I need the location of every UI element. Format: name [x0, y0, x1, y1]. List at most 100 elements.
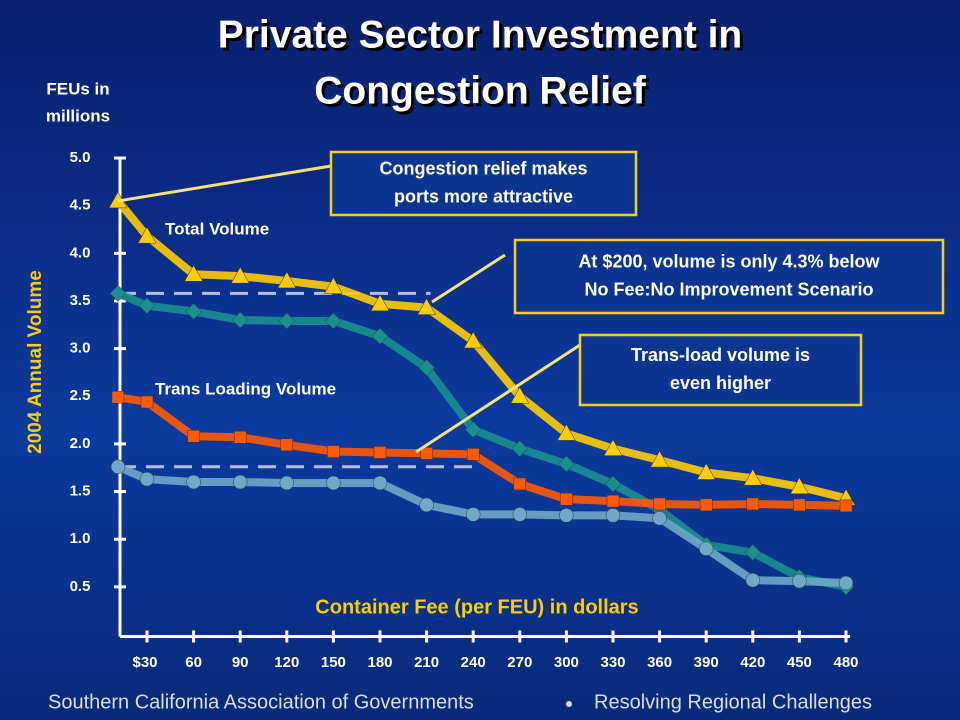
callout-connector — [431, 253, 506, 304]
marker — [556, 423, 576, 441]
marker — [420, 447, 433, 460]
title-line: Congestion Relief — [314, 69, 647, 112]
marker — [278, 312, 296, 330]
callout-connector — [117, 164, 332, 203]
marker — [138, 297, 156, 315]
marker — [745, 572, 761, 588]
marker — [109, 284, 127, 302]
footer-text: Resolving Regional Challenges — [594, 691, 872, 713]
series-label: Total Volume — [165, 219, 269, 238]
marker — [466, 448, 480, 461]
marker — [465, 507, 481, 522]
callout-text: ports more attractive — [394, 186, 573, 206]
y-tick-label: 4.5 — [70, 197, 91, 214]
x-tick-label: 270 — [507, 654, 532, 671]
title-shadow: Private Sector Investment in — [221, 16, 746, 59]
callout-text: No Fee:No Improvement Scenario — [584, 279, 873, 299]
y-tick-label: 2.0 — [70, 435, 91, 452]
marker — [230, 266, 250, 284]
marker — [325, 312, 342, 330]
marker — [744, 544, 762, 561]
marker — [746, 497, 760, 511]
marker — [186, 474, 201, 490]
y-tick-label: 3.0 — [70, 340, 91, 357]
marker — [838, 575, 854, 591]
y-units: millions — [46, 106, 110, 125]
marker — [110, 459, 126, 475]
marker — [839, 499, 853, 513]
marker — [789, 477, 809, 495]
marker — [463, 331, 483, 349]
marker — [418, 359, 435, 377]
title: Private Sector Investment in Private Sec… — [218, 13, 746, 115]
marker — [139, 471, 155, 487]
callout-connector — [415, 343, 581, 454]
y-tick-label: 2.5 — [70, 387, 91, 404]
footer: Southern California Association of Gover… — [48, 691, 872, 713]
marker — [371, 327, 389, 345]
callout-text: Trans-load volume is — [631, 345, 810, 365]
marker — [510, 386, 530, 404]
y-tick-label: 4.0 — [70, 244, 91, 261]
marker — [653, 497, 666, 511]
callout-text: At $200, volume is only 4.3% below — [578, 251, 880, 271]
callout-text: Congestion relief makes — [379, 158, 587, 178]
y-units: FEUs in — [46, 79, 109, 98]
x-tick-label: $30 — [132, 654, 157, 671]
x-tick-label: 60 — [185, 654, 202, 671]
marker — [560, 492, 573, 506]
marker — [111, 390, 125, 404]
marker — [464, 421, 482, 438]
y-tick-label: 5.0 — [70, 149, 91, 166]
marker — [327, 445, 340, 458]
marker — [511, 440, 529, 458]
marker — [372, 475, 388, 491]
marker — [793, 498, 806, 512]
marker — [513, 477, 527, 491]
marker — [370, 294, 390, 312]
x-tick-label: 210 — [414, 654, 439, 671]
marker — [280, 438, 294, 452]
title-line: Private Sector Investment in — [218, 13, 743, 56]
marker — [743, 468, 763, 486]
x-tick-label: 180 — [367, 654, 392, 671]
x-tick-label: 300 — [554, 654, 579, 671]
y-tick-label: 1.0 — [70, 530, 91, 547]
marker — [603, 439, 623, 456]
marker — [650, 450, 670, 468]
marker — [184, 264, 204, 282]
y-tick-label: 1.5 — [70, 483, 91, 500]
callout-box — [329, 150, 638, 217]
marker — [277, 271, 297, 289]
marker — [559, 508, 574, 523]
marker — [279, 475, 295, 491]
marker — [232, 474, 248, 490]
marker — [419, 497, 434, 513]
footer-dot — [566, 701, 572, 707]
marker — [606, 494, 620, 508]
marker — [373, 446, 387, 459]
x-tick-label: 360 — [647, 654, 672, 671]
marker — [137, 226, 157, 244]
marker — [696, 462, 716, 480]
callout-box — [578, 333, 863, 407]
marker — [605, 508, 621, 523]
marker — [512, 507, 528, 522]
marker — [604, 475, 622, 493]
x-tick-label: 90 — [232, 654, 249, 671]
x-tick-label: 390 — [694, 654, 719, 671]
marker — [792, 573, 807, 589]
title-shadow: Congestion Relief — [317, 72, 650, 115]
x-tick-label: 150 — [321, 654, 346, 671]
x-tick-label: 330 — [600, 654, 625, 671]
callout-text: even higher — [670, 373, 771, 393]
x-tick-label: 120 — [274, 654, 299, 671]
x-tick-label: 480 — [833, 654, 858, 671]
marker — [326, 475, 341, 491]
footer-text: Southern California Association of Gover… — [48, 691, 474, 713]
marker — [187, 430, 200, 443]
marker — [652, 510, 667, 526]
x-axis-label: Container Fee (per FEU) in dollars — [315, 596, 638, 618]
marker — [699, 498, 713, 512]
